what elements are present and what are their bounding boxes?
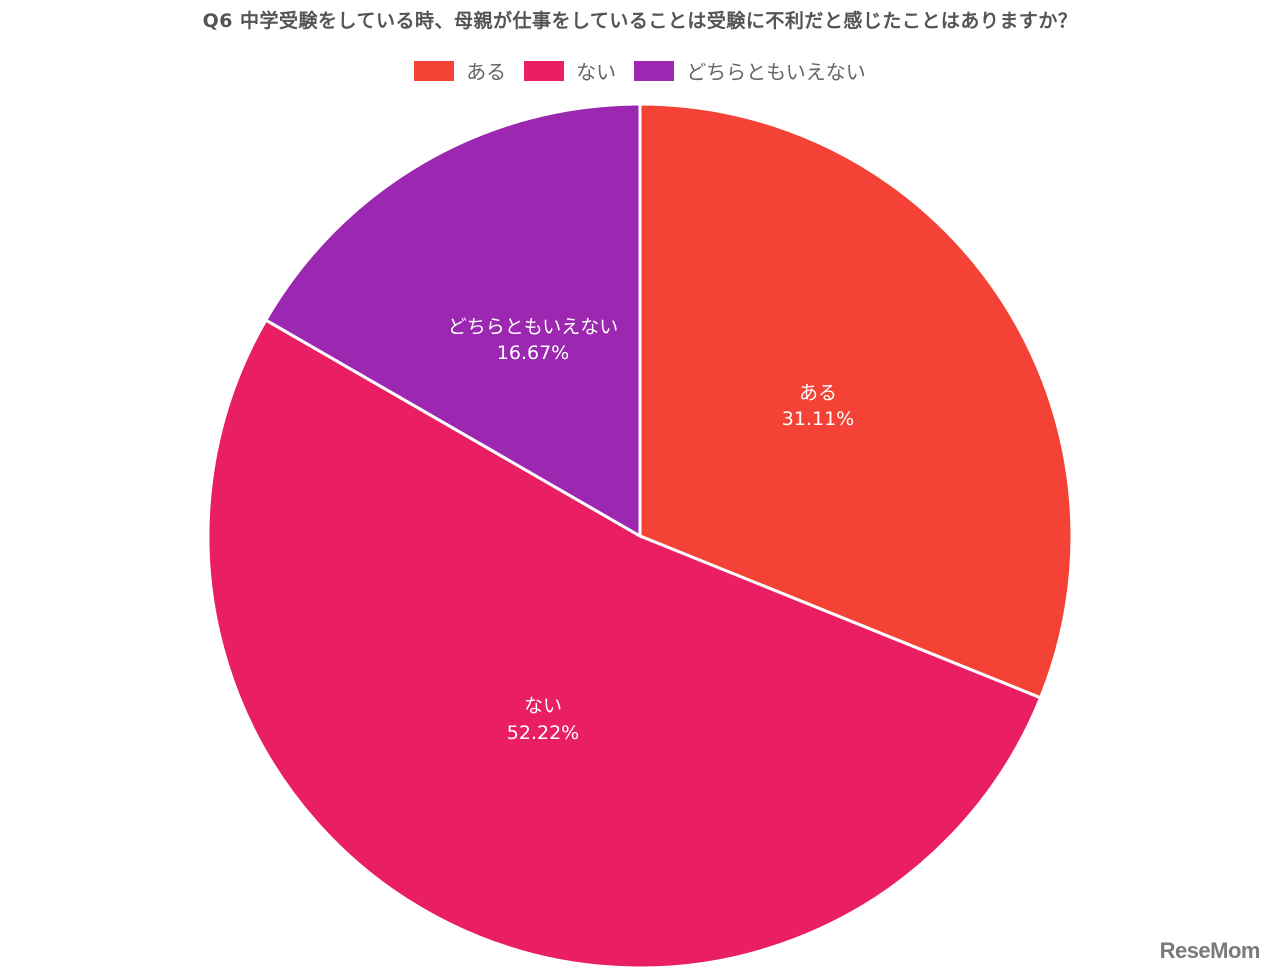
slice-label-aru-pct: 31.11% — [782, 408, 854, 430]
legend-label-aru: ある — [466, 60, 507, 84]
legend-item-aru[interactable]: ある — [414, 56, 506, 85]
slice-label-dochira: どちらともいえない 16.67% — [448, 316, 619, 364]
legend-item-nai[interactable]: ない — [524, 56, 616, 85]
legend-item-dochira[interactable]: どちらともいえない — [634, 56, 866, 85]
slice-aru[interactable] — [638, 102, 1074, 700]
legend-label-nai: ない — [576, 60, 617, 84]
slice-label-aru: ある 31.11% — [782, 382, 854, 430]
slice-label-nai-name: ない — [524, 695, 562, 717]
slice-nai[interactable] — [206, 318, 1043, 970]
slice-label-nai-pct: 52.22% — [507, 722, 579, 744]
chart-title: Q6 中学受験をしている時、母親が仕事をしていることは受験に不利だと感じたことは… — [202, 10, 1078, 32]
resemom-logo: ReseMom — [1159, 938, 1261, 963]
legend-swatch-nai — [524, 60, 565, 81]
slice-label-aru-name: ある — [799, 382, 837, 404]
chart-legend: ある ない どちらともいえない — [0, 56, 1280, 85]
legend-swatch-aru — [414, 60, 455, 81]
slice-label-dochira-name: どちらともいえない — [448, 316, 619, 338]
legend-label-dochira: どちらともいえない — [686, 60, 866, 84]
slice-label-nai: ない 52.22% — [507, 695, 579, 744]
legend-swatch-dochira — [634, 60, 675, 81]
pie-slices — [206, 102, 1074, 970]
slice-label-dochira-pct: 16.67% — [497, 342, 569, 364]
slice-dochira[interactable] — [263, 102, 642, 539]
